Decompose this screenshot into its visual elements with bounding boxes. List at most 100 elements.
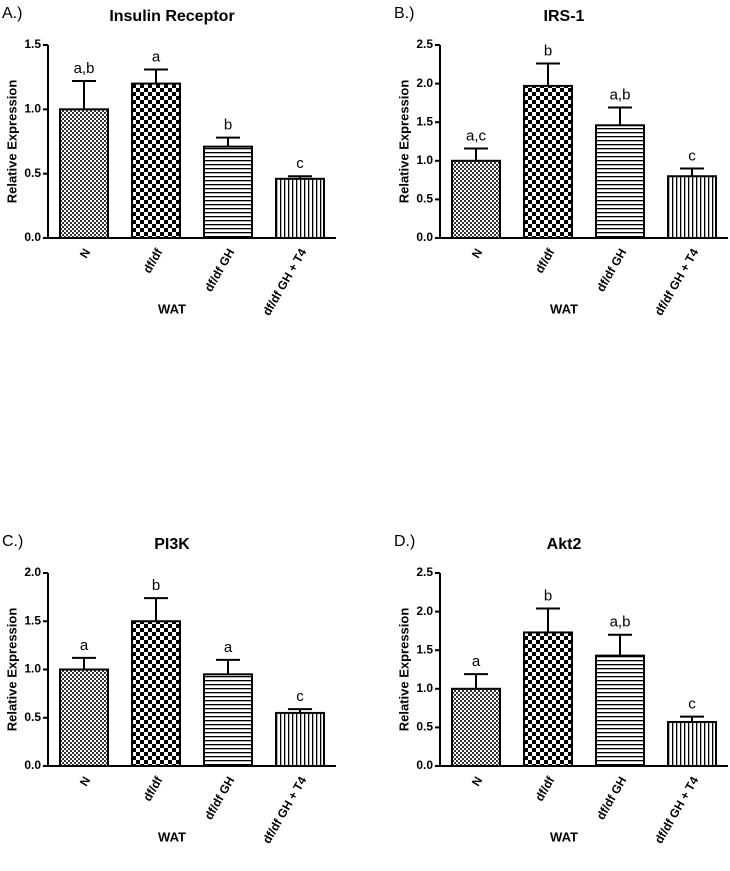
significance-label: b <box>224 117 232 134</box>
y-tick-label: 0.5 <box>416 720 433 734</box>
significance-label: a,c <box>466 127 487 144</box>
y-tick-label: 0.5 <box>24 710 41 724</box>
y-tick-label: 0.0 <box>416 758 433 772</box>
significance-label: a <box>224 639 233 656</box>
significance-label: c <box>296 688 304 705</box>
bar <box>595 654 645 767</box>
x-tick-label: N <box>469 246 485 261</box>
significance-label: c <box>688 696 696 713</box>
x-tick-label: df/df GH + T4 <box>260 774 310 846</box>
bar <box>275 711 325 767</box>
error-bar <box>216 136 240 147</box>
bar <box>523 631 573 767</box>
x-tick-label: df/df <box>140 773 166 803</box>
y-tick-label: 1.0 <box>416 681 433 695</box>
bar <box>451 159 501 239</box>
significance-label: a <box>80 637 89 654</box>
significance-label: a,b <box>74 60 95 77</box>
panel-label: D.) <box>394 533 415 550</box>
y-tick-label: 1.0 <box>416 153 433 167</box>
y-tick-label: 1.0 <box>24 662 41 676</box>
x-axis-label: WAT <box>550 829 578 844</box>
y-axis-label: Relative Expression <box>396 608 411 732</box>
y-tick-label: 1.5 <box>24 613 41 627</box>
x-tick-label: N <box>77 246 93 261</box>
y-tick-label: 2.0 <box>416 604 433 618</box>
x-tick-label: df/df <box>532 245 558 275</box>
significance-label: a,b <box>610 87 631 104</box>
panel-label: A.) <box>2 5 22 22</box>
y-tick-label: 0.5 <box>416 192 433 206</box>
x-tick-label: df/df <box>532 773 558 803</box>
bar <box>523 84 573 239</box>
significance-label: a <box>152 48 161 65</box>
x-tick-label: df/df GH + T4 <box>652 774 702 846</box>
chart-title: Insulin Receptor <box>109 8 234 25</box>
bar <box>59 668 109 767</box>
y-tick-label: 1.5 <box>416 642 433 656</box>
y-axis-label: Relative Expression <box>4 80 19 204</box>
error-bar <box>216 658 240 675</box>
x-tick-label: df/df GH + T4 <box>260 246 310 318</box>
bar <box>59 108 109 240</box>
error-bar <box>608 106 632 126</box>
y-tick-label: 2.0 <box>416 76 433 90</box>
x-tick-label: df/df GH + T4 <box>652 246 702 318</box>
significance-label: a <box>472 653 481 670</box>
x-tick-label: df/df GH <box>202 774 238 822</box>
y-axis-label: Relative Expression <box>4 608 19 732</box>
x-axis-label: WAT <box>550 301 578 316</box>
x-tick-label: df/df GH <box>594 246 630 294</box>
bar <box>595 124 645 239</box>
error-bar <box>536 62 560 86</box>
x-tick-label: df/df GH <box>594 774 630 822</box>
error-bar <box>464 147 488 161</box>
error-bar <box>464 673 488 689</box>
bar <box>667 175 717 240</box>
y-axis-label: Relative Expression <box>396 80 411 204</box>
significance-label: b <box>544 42 552 59</box>
y-tick-label: 0.0 <box>416 230 433 244</box>
error-bar <box>536 607 560 633</box>
significance-label: a,b <box>610 614 631 631</box>
bar <box>203 673 253 768</box>
bar <box>131 620 181 767</box>
error-bar <box>608 633 632 656</box>
y-tick-label: 0.0 <box>24 230 41 244</box>
error-bar <box>72 656 96 670</box>
x-tick-label: N <box>77 774 93 789</box>
chart-title: Akt2 <box>547 536 582 553</box>
error-bar <box>144 68 168 84</box>
panel-label: B.) <box>394 5 414 22</box>
x-axis-label: WAT <box>158 301 186 316</box>
chart-title: PI3K <box>154 536 190 553</box>
significance-label: c <box>296 155 304 172</box>
y-tick-label: 0.0 <box>24 758 41 772</box>
x-tick-label: df/df GH <box>202 246 238 294</box>
significance-label: c <box>688 147 696 164</box>
significance-label: b <box>544 587 552 604</box>
y-tick-label: 1.5 <box>416 114 433 128</box>
x-tick-label: N <box>469 774 485 789</box>
panel-label: C.) <box>2 533 23 550</box>
error-bar <box>288 708 312 713</box>
error-bar <box>288 175 312 179</box>
x-tick-label: df/df <box>140 245 166 275</box>
bar <box>451 687 501 767</box>
y-tick-label: 0.5 <box>24 166 41 180</box>
bar <box>131 82 181 239</box>
y-tick-label: 1.5 <box>24 37 41 51</box>
error-bar <box>680 715 704 722</box>
y-tick-label: 2.5 <box>416 565 433 579</box>
bar <box>275 177 325 240</box>
bar <box>203 145 253 239</box>
x-axis-label: WAT <box>158 829 186 844</box>
error-bar <box>680 167 704 177</box>
significance-label: b <box>152 577 160 594</box>
y-tick-label: 1.0 <box>24 102 41 116</box>
error-bar <box>144 597 168 622</box>
y-tick-label: 2.0 <box>24 565 41 579</box>
y-tick-label: 2.5 <box>416 37 433 51</box>
chart-title: IRS-1 <box>544 8 585 25</box>
